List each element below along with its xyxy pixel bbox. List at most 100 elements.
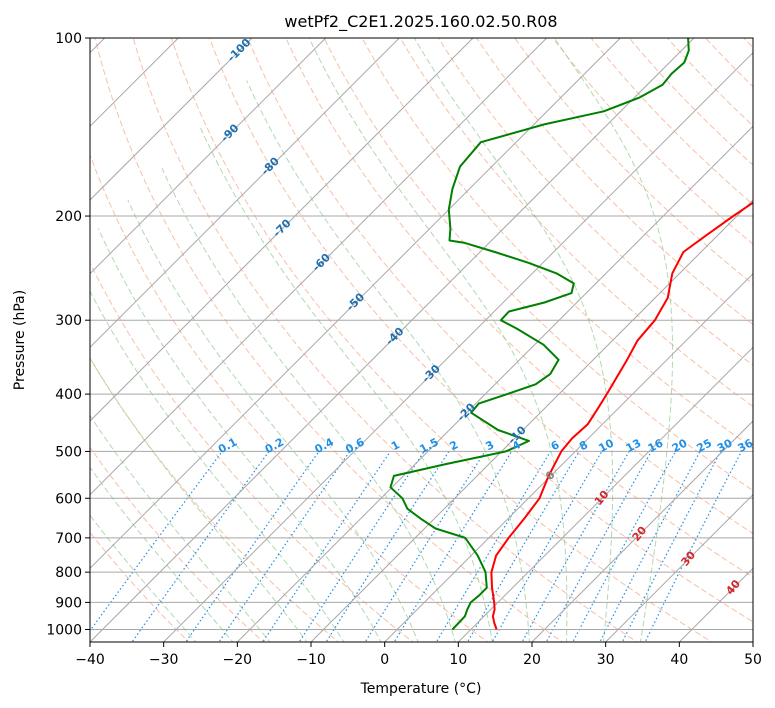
x-tick-label: 40 [670,652,688,668]
isotherm-line [90,38,400,349]
mixing-ratio-line [90,451,223,632]
x-tick-label: −10 [296,652,326,668]
y-tick-label: 100 [55,31,82,47]
dry-adiabat-line [323,38,753,492]
dry-adiabat-line [590,38,753,206]
mixing-ratio-label: 36 [736,436,756,455]
mixing-ratio-label: 0.2 [263,435,286,456]
mixing-ratio-line [621,451,722,642]
x-tick-label: 0 [380,652,389,668]
isotherm-line [90,38,695,642]
moist-adiabat-line [161,167,456,642]
isotherm-line [605,493,753,642]
dry-adiabat-line [132,38,638,642]
isotherm-line [163,51,753,642]
dry-adiabat-line [90,153,489,642]
moist-adiabat-line [553,38,674,642]
dry-adiabat-line [769,25,775,645]
mixing-ratio-line [364,451,486,642]
mixing-ratio-line [393,451,513,642]
isotherm-line [90,38,253,201]
dry-adiabat-line [704,38,753,88]
dry-adiabat-line [90,446,265,642]
mixing-ratio-label: 10 [596,436,616,455]
y-tick-label: 900 [55,595,82,611]
moist-adiabat-line [97,228,382,642]
moist-adiabat-line [246,80,530,642]
x-tick-label: 10 [449,652,467,668]
isotherm-line [236,125,753,642]
x-tick-label: −20 [223,652,253,668]
mixing-ratio-line [599,451,701,642]
dry-adiabat-line [285,38,753,535]
mixing-ratio-line [185,451,320,642]
dewpoint-line [389,38,690,631]
dry-adiabat-line [514,38,753,285]
y-tick-label: 1000 [46,622,82,638]
moist-adiabat-line [90,466,234,642]
axis-ticks: −40 −30 −20 −10 0 10 20 30 40 50 100 200 300 400 500 60… [46,31,762,668]
mixing-ratio-label: 16 [646,436,666,455]
mixing-ratio-line [218,451,351,642]
plot-frame [89,37,754,643]
x-tick-label: 20 [523,652,541,668]
y-tick-label: 800 [55,565,82,581]
moist-adiabat-line [90,414,271,642]
mixing-ratio-label: 25 [694,436,714,455]
x-axis-label: Temperature (°C) [360,681,482,697]
isotherm-line [678,567,753,642]
moist-adiabat-line [90,514,197,642]
background-lines [90,25,775,645]
pressure-grid [90,38,753,630]
mixing-ratio-label: 0.6 [343,435,367,456]
mixing-ratio-label: 0.4 [313,435,337,456]
mixing-ratio-label: 30 [715,436,735,455]
x-tick-label: −30 [149,652,179,668]
line-labels: -100-90-80-70-60-50-40-30-20-10010203040… [216,36,755,598]
isotherm-line [90,38,474,422]
mixing-ratio-line [131,451,270,642]
y-tick-label: 600 [55,491,82,507]
isotherm-line [310,199,753,642]
temperature-line [490,201,753,630]
dry-adiabat-line [437,38,753,366]
dry-adiabat-line [476,38,753,326]
mixing-ratio-label: 1.5 [417,435,440,456]
dry-adiabat-line [399,38,753,408]
mixing-ratio-label: 13 [624,436,644,455]
mixing-ratio-line [298,451,425,642]
mixing-ratio-line [466,451,580,642]
isotherm-line [531,420,753,642]
isotherm-line [752,641,753,642]
mixing-ratio-line [435,451,552,642]
dry-adiabat-line [208,38,753,623]
dry-adiabat-line [247,38,753,578]
moist-adiabat-line [127,199,419,642]
y-axis-label: Pressure (hPa) [12,290,28,390]
dry-adiabat-line [90,261,414,642]
profile-lines [389,38,753,631]
isotherm-line [90,38,621,570]
isotherm-line [90,38,548,496]
mixing-ratio-line [545,451,652,642]
mixing-ratio-label: 20 [670,436,690,455]
isotherm-line [384,272,753,642]
moist-adiabat-line [308,38,568,642]
dry-adiabat-line [90,531,190,642]
isotherm-line [90,38,327,275]
chart-title: wetPf2_C2E1.2025.160.02.50.R08 [284,12,557,32]
mixing-ratio-line [644,451,743,642]
mixing-ratio-line [572,451,677,642]
x-tick-label: 50 [744,652,762,668]
mixing-ratio-line [325,451,450,642]
y-tick-label: 700 [55,531,82,547]
y-tick-label: 300 [55,313,82,329]
mixing-ratio-line [262,451,391,642]
x-tick-label: 30 [597,652,615,668]
dry-adiabat-line [666,38,753,127]
moist-adiabat-line [90,290,345,642]
y-tick-label: 200 [55,209,82,225]
moist-adiabat-line [90,356,308,642]
x-tick-label: −40 [75,652,105,668]
